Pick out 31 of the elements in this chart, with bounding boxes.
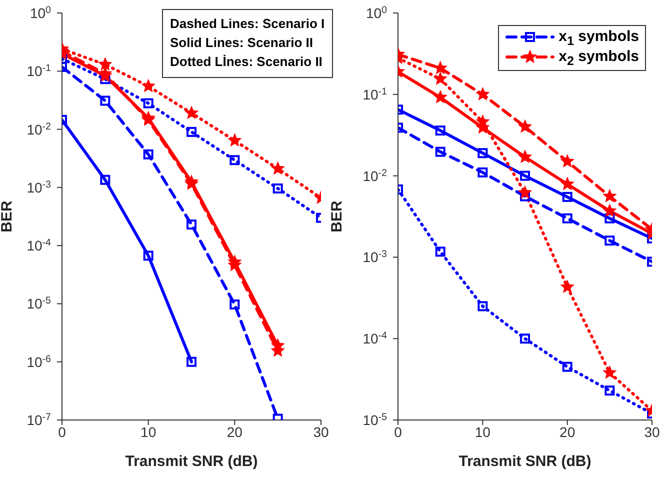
legend-label: x$_{1}$ symbols xyxy=(558,28,639,48)
y-tick-label: 10$^{0}$ xyxy=(366,4,388,21)
y-tick-label: 10$^{-4}$ xyxy=(362,330,388,347)
annotation: Dashed Lines: Scenario I xyxy=(170,15,325,33)
y-tick-label: 10$^{-2}$ xyxy=(362,167,387,184)
x-axis-title: Transmit SNR (dB) xyxy=(125,453,258,470)
x-tick-label: 20 xyxy=(226,424,243,440)
x-tick-label: 0 xyxy=(58,424,66,440)
x-tick-label: 30 xyxy=(313,424,329,440)
y-tick-label: 10$^{-3}$ xyxy=(26,178,52,196)
y-tick-label: 10$^{-7}$ xyxy=(26,412,51,428)
x-tick-label: 10 xyxy=(140,424,156,440)
x-tick-label: 0 xyxy=(394,424,402,440)
x-axis-title: Transmit SNR (dB) xyxy=(458,453,592,470)
y-tick-label: 10$^{-6}$ xyxy=(26,353,52,370)
x-tick-label: 30 xyxy=(644,424,660,440)
y-axis-title: BER xyxy=(328,200,346,232)
y-tick-label: 10$^{0}$ xyxy=(30,4,52,21)
x-tick-label: 10 xyxy=(474,424,491,440)
y-tick-label: 10$^{-2}$ xyxy=(26,120,51,138)
y-tick-label: 10$^{-5}$ xyxy=(26,295,52,312)
legend-label: x$_{2}$ symbols xyxy=(558,48,639,68)
y-axis-title: BER xyxy=(0,200,16,232)
y-tick-label: 10$^{-3}$ xyxy=(362,248,388,266)
y-tick-label: 10$^{-1}$ xyxy=(26,62,51,80)
annotation: Solid Lines: Scenario II xyxy=(170,34,314,52)
y-tick-label: 10$^{-1}$ xyxy=(362,86,387,102)
y-tick-label: 10$^{-5}$ xyxy=(362,412,388,428)
annotation: Dotted Lİnes: Scenario II xyxy=(170,53,324,71)
y-tick-label: 10$^{-4}$ xyxy=(26,237,52,254)
x-tick-label: 20 xyxy=(560,424,576,440)
